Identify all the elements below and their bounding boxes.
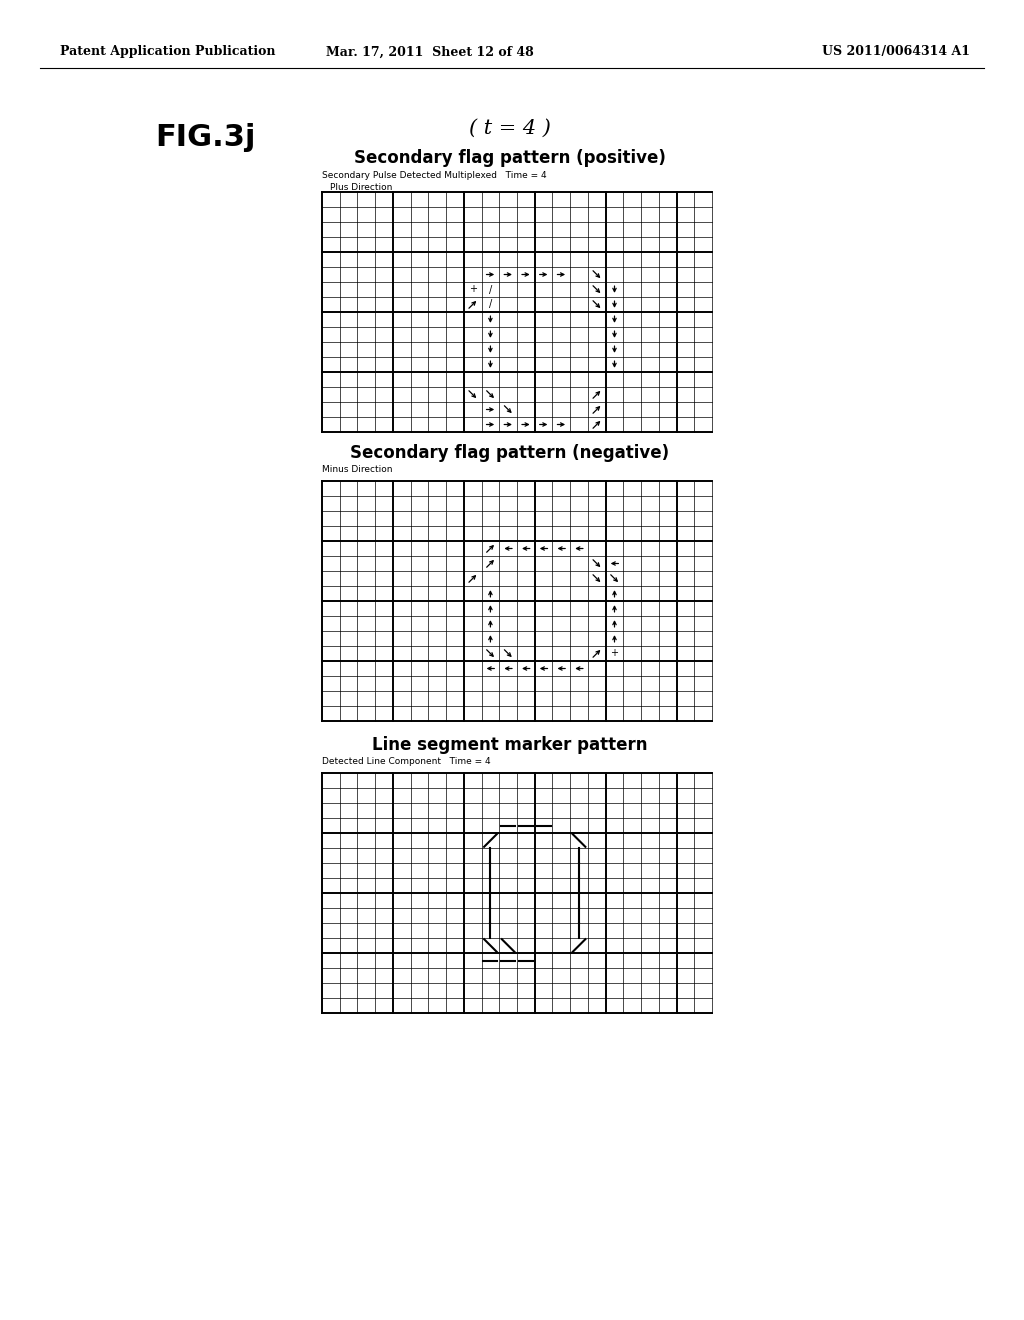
Text: +: + [610,648,618,659]
Text: Detected Line Component   Time = 4: Detected Line Component Time = 4 [322,756,490,766]
Text: Secondary flag pattern (positive): Secondary flag pattern (positive) [354,149,666,168]
Text: +: + [469,285,477,294]
Text: Secondary Pulse Detected Multiplexed   Time = 4: Secondary Pulse Detected Multiplexed Tim… [322,170,547,180]
Text: ( t = 4 ): ( t = 4 ) [469,119,551,137]
Text: /: / [488,285,493,294]
Text: Mar. 17, 2011  Sheet 12 of 48: Mar. 17, 2011 Sheet 12 of 48 [326,45,534,58]
Text: /: / [488,300,493,309]
Text: US 2011/0064314 A1: US 2011/0064314 A1 [822,45,970,58]
Text: Patent Application Publication: Patent Application Publication [60,45,275,58]
Text: Line segment marker pattern: Line segment marker pattern [373,737,648,754]
Text: Secondary flag pattern (negative): Secondary flag pattern (negative) [350,444,670,462]
Text: FIG.3j: FIG.3j [155,124,256,153]
Text: Minus Direction: Minus Direction [322,465,392,474]
Text: Plus Direction: Plus Direction [330,182,392,191]
